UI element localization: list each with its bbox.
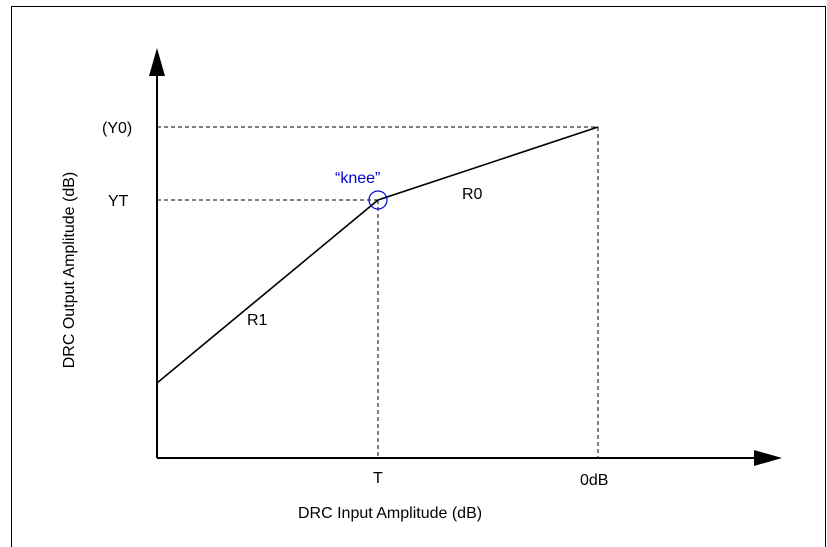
diagram-frame xyxy=(11,6,826,547)
knee-circle xyxy=(368,190,388,210)
segment-r1-label: R1 xyxy=(247,312,268,329)
knee-label: “knee” xyxy=(335,170,380,187)
y-tick-yt: YT xyxy=(108,193,129,210)
y-tick-y0: (Y0) xyxy=(102,120,132,137)
x-tick-t: T xyxy=(373,470,383,487)
drc-curve xyxy=(156,126,599,384)
x-axis-arrowhead xyxy=(754,450,782,466)
y-axis-arrowhead xyxy=(149,48,165,76)
segment-r0-label: R0 xyxy=(462,186,483,203)
x-axis-label: DRC Input Amplitude (dB) xyxy=(298,505,482,522)
y-axis-label: DRC Output Amplitude (dB) xyxy=(61,172,78,369)
x-tick-zero-db: 0dB xyxy=(580,472,608,489)
